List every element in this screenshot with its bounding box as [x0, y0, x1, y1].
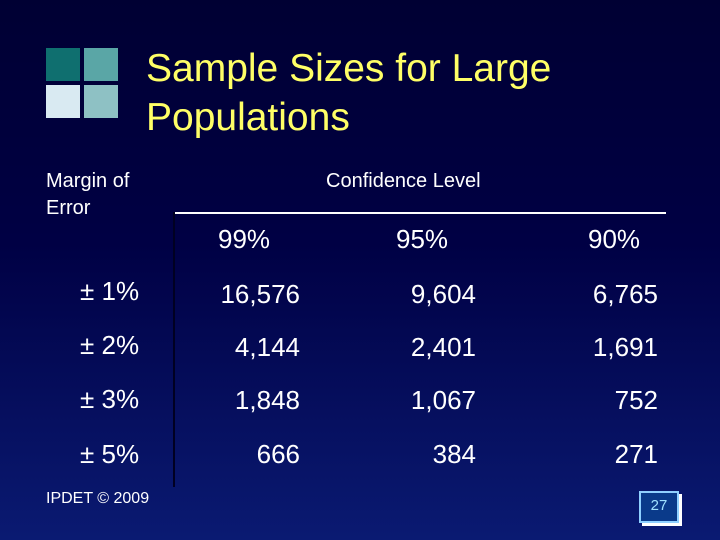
row-margin-label: ± 5% — [80, 439, 140, 469]
margin-of-error-label: Margin of Error — [46, 170, 130, 219]
logo-squares — [46, 48, 122, 120]
logo-square-2 — [84, 48, 118, 81]
logo-square-4 — [84, 85, 118, 118]
logo-square-1 — [46, 48, 80, 81]
column-header-90: 90% — [588, 224, 641, 254]
row-margin-label: ± 1% — [80, 276, 140, 306]
slide-title: Sample Sizes for Large Populations — [146, 47, 552, 139]
page-number-box: 27 — [639, 491, 679, 523]
table-cell: 752 — [614, 385, 658, 415]
row-margin-label: ± 3% — [80, 384, 140, 414]
table-cell: 1,067 — [410, 385, 476, 415]
logo-square-3 — [46, 85, 80, 118]
table-header-rule — [173, 212, 666, 214]
table-cell: 16,576 — [220, 279, 300, 309]
row-margin-label: ± 2% — [80, 330, 140, 360]
table-cell: 2,401 — [410, 332, 476, 362]
table-cell: 271 — [614, 439, 658, 469]
column-header-95: 95% — [396, 224, 449, 254]
table-vertical-rule — [173, 212, 175, 487]
page-number: 27 — [650, 497, 668, 514]
column-header-99: 99% — [218, 224, 271, 254]
table-cell: 1,691 — [592, 332, 658, 362]
table-cell: 6,765 — [592, 279, 658, 309]
footer-copyright: IPDET © 2009 — [46, 490, 150, 507]
table-cell: 666 — [256, 439, 300, 469]
table-cell: 1,848 — [234, 385, 300, 415]
confidence-level-label: Confidence Level — [326, 170, 481, 192]
table-cell: 4,144 — [234, 332, 300, 362]
table-cell: 9,604 — [410, 279, 476, 309]
table-cell: 384 — [432, 439, 476, 469]
